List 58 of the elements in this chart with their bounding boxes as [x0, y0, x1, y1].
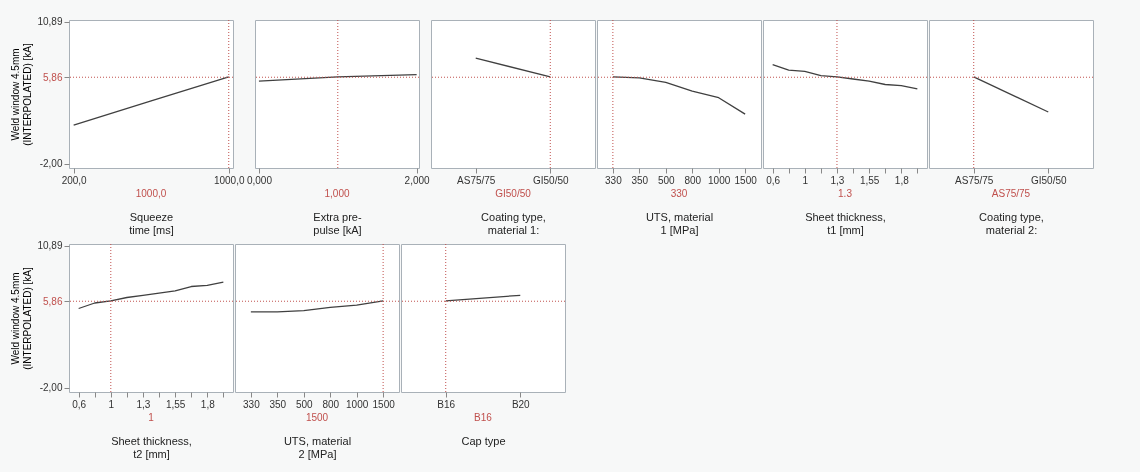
- x-axis-title: Coating type, material 1:: [481, 210, 546, 236]
- x-tick-label: AS75/75: [457, 174, 496, 186]
- x-tick-label: GI50/50: [532, 174, 569, 186]
- ref-line-label: 1: [148, 412, 155, 423]
- ref-line-label: 330: [670, 188, 688, 199]
- x-tick-label: 1000,0: [213, 174, 245, 186]
- x-tick-label: 0,6: [766, 174, 781, 186]
- x-tick-label: 1: [108, 398, 115, 410]
- y-tick-label: 5,86: [43, 71, 63, 83]
- x-tick-label: B16: [437, 398, 456, 410]
- x-tick-label: 200,0: [61, 174, 88, 186]
- x-tick-label: 1500: [734, 174, 758, 186]
- x-tick-label: GI50/50: [1030, 174, 1067, 186]
- ref-line-label: 1,000: [324, 188, 350, 199]
- x-axis-title: Extra pre-pulse [kA]: [313, 210, 362, 236]
- y-tick-label: 5,86: [43, 295, 63, 307]
- y-tick-label: 10,89: [37, 240, 63, 252]
- y-tick-label: -2,00: [39, 158, 63, 170]
- ref-line-label: GI50/50: [495, 188, 532, 199]
- x-tick-label: 0,000: [246, 174, 273, 186]
- x-tick-label: 1,8: [894, 174, 910, 186]
- x-tick-label: 330: [243, 398, 261, 410]
- x-tick-label: 350: [269, 398, 287, 410]
- y-tick-label: 10,89: [37, 16, 63, 28]
- x-tick-label: 800: [684, 174, 702, 186]
- x-tick-label: 1000: [346, 398, 369, 410]
- x-tick-label: AS75/75: [955, 174, 994, 186]
- x-axis-title: Sheet thickness, t2 [mm]: [111, 434, 192, 460]
- x-tick-label: 0,6: [72, 398, 87, 410]
- x-tick-label: 1500: [372, 398, 396, 410]
- x-tick-label: B20: [511, 398, 531, 410]
- x-tick-label: 1,8: [200, 398, 216, 410]
- x-tick-label: 1,3: [830, 174, 845, 186]
- x-tick-label: 2,000: [404, 174, 431, 186]
- y-tick-label: -2,00: [39, 382, 63, 394]
- y-axis-title: Weld window 4.5mm (INTERPOLATED) [kA]: [10, 42, 34, 146]
- x-tick-label: 1000: [708, 174, 731, 186]
- ref-line-label: 1500: [305, 412, 329, 423]
- x-axis-title: Squeeze time [ms]: [129, 210, 174, 236]
- x-tick-label: 800: [322, 398, 340, 410]
- x-tick-label: 1,55: [859, 174, 880, 186]
- x-axis-title: Coating type, material 2:: [979, 210, 1044, 236]
- x-tick-label: 1,3: [136, 398, 151, 410]
- x-tick-label: 1: [802, 174, 809, 186]
- y-axis-title: Weld window 4.5mm (INTERPOLATED) [kA]: [10, 266, 34, 370]
- x-tick-label: 500: [295, 398, 314, 410]
- ref-line-label: 1.3: [838, 188, 853, 199]
- x-tick-label: 350: [631, 174, 649, 186]
- ref-line-label: B16: [474, 412, 493, 423]
- ref-line-label: 1000,0: [135, 188, 167, 199]
- x-axis-title: UTS, material 1 [MPa]: [645, 210, 714, 236]
- x-tick-label: 330: [605, 174, 623, 186]
- x-tick-label: 500: [657, 174, 676, 186]
- x-axis-title: UTS, material 2 [MPa]: [283, 434, 352, 460]
- x-axis-title: Sheet thickness, t1 [mm]: [805, 210, 886, 236]
- ref-line-label: AS75/75: [991, 188, 1031, 199]
- x-axis-title: Cap type: [461, 434, 506, 447]
- x-tick-label: 1,55: [165, 398, 186, 410]
